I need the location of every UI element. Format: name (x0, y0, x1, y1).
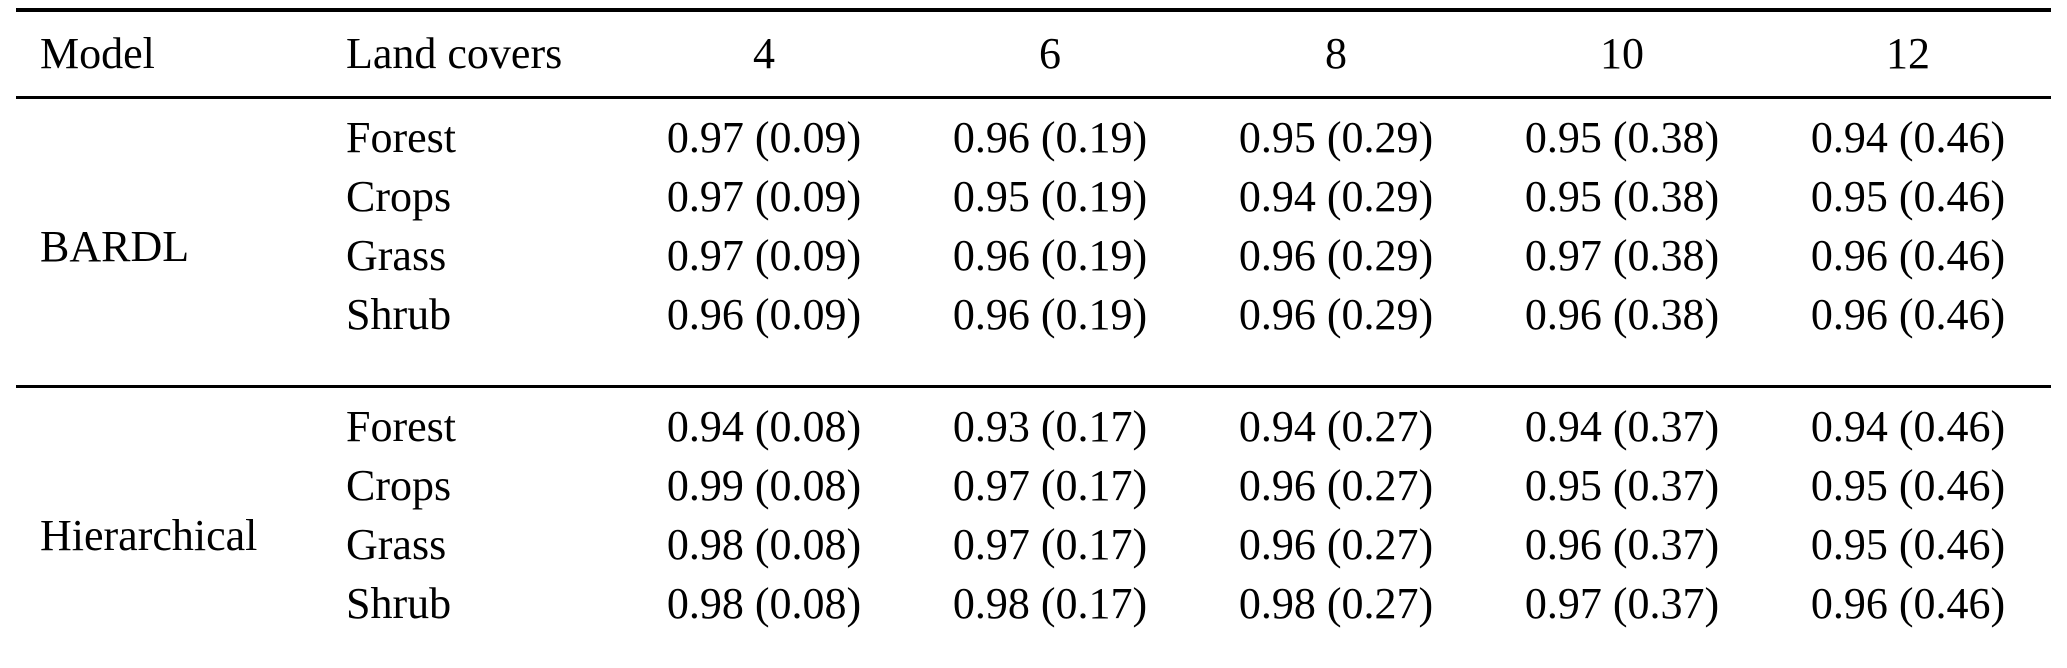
land-cover-cell: Shrub (346, 289, 452, 339)
value-cell: 0.98 (0.08) (666, 519, 862, 569)
value-cell: 0.96 (0.09) (666, 289, 862, 339)
header-cell-6: 6 (1039, 29, 1061, 78)
value-cell: 0.95 (0.46) (1810, 171, 2006, 221)
value-cell: 0.95 (0.38) (1524, 112, 1720, 162)
value-cell: 0.94 (0.27) (1238, 401, 1434, 451)
header-cell-land-covers: Land covers (346, 29, 563, 78)
section-hierarchical: Hierarchical Forest 0.94 (0.08) 0.93 (0.… (16, 387, 2051, 668)
value-cell: 0.95 (0.46) (1810, 460, 2006, 510)
value-cell: 0.94 (0.46) (1810, 112, 2006, 162)
value-cell: 0.96 (0.29) (1238, 289, 1434, 339)
table-row: Hierarchical Forest 0.94 (0.08) 0.93 (0.… (16, 387, 2051, 557)
header-row: Model Land covers 4 6 8 10 12 (16, 10, 2051, 98)
section-bardl: BARDL Forest 0.97 (0.09) 0.96 (0.19) 0.9… (16, 98, 2051, 387)
land-cover-cell: Forest (346, 112, 456, 162)
value-cell: 0.97 (0.37) (1524, 578, 1720, 628)
table-row: Crops 0.97 (0.09) 0.95 (0.19) 0.94 (0.29… (16, 167, 2051, 226)
table-row: Shrub 0.98 (0.08) 0.98 (0.17) 0.98 (0.27… (16, 574, 2051, 668)
value-cell: 0.96 (0.46) (1810, 289, 2006, 339)
value-cell: 0.96 (0.19) (952, 289, 1148, 339)
value-cell: 0.96 (0.19) (952, 112, 1148, 162)
table-row: Crops 0.99 (0.08) 0.97 (0.17) 0.96 (0.27… (16, 456, 2051, 515)
value-cell: 0.99 (0.08) (666, 460, 862, 510)
land-cover-cell: Crops (346, 460, 452, 510)
value-cell: 0.96 (0.29) (1238, 230, 1434, 280)
value-cell: 0.97 (0.09) (666, 171, 862, 221)
value-cell: 0.95 (0.38) (1524, 171, 1720, 221)
value-cell: 0.97 (0.09) (666, 230, 862, 280)
results-table: Model Land covers 4 6 8 10 12 BARDL Fore… (16, 8, 2051, 668)
value-cell: 0.93 (0.17) (952, 401, 1148, 451)
table-header: Model Land covers 4 6 8 10 12 (16, 10, 2051, 98)
header-cell-model: Model (40, 29, 155, 78)
value-cell: 0.97 (0.38) (1524, 230, 1720, 280)
model-label-hierarchical: Hierarchical (40, 510, 258, 560)
value-cell: 0.94 (0.37) (1524, 401, 1720, 451)
land-cover-cell: Grass (346, 519, 447, 569)
value-cell: 0.96 (0.46) (1810, 230, 2006, 280)
value-cell: 0.98 (0.17) (952, 578, 1148, 628)
value-cell: 0.98 (0.08) (666, 578, 862, 628)
table-row: Shrub 0.96 (0.09) 0.96 (0.19) 0.96 (0.29… (16, 285, 2051, 387)
land-cover-cell: Crops (346, 171, 452, 221)
value-cell: 0.97 (0.09) (666, 112, 862, 162)
land-cover-cell: Grass (346, 230, 447, 280)
value-cell: 0.95 (0.37) (1524, 460, 1720, 510)
value-cell: 0.96 (0.27) (1238, 460, 1434, 510)
value-cell: 0.94 (0.08) (666, 401, 862, 451)
header-cell-12: 12 (1886, 29, 1930, 78)
value-cell: 0.96 (0.46) (1810, 578, 2006, 628)
model-label-bardl: BARDL (40, 221, 190, 271)
value-cell: 0.96 (0.27) (1238, 519, 1434, 569)
value-cell: 0.96 (0.37) (1524, 519, 1720, 569)
value-cell: 0.98 (0.27) (1238, 578, 1434, 628)
land-cover-cell: Forest (346, 401, 456, 451)
value-cell: 0.96 (0.38) (1524, 289, 1720, 339)
value-cell: 0.95 (0.29) (1238, 112, 1434, 162)
value-cell: 0.94 (0.46) (1810, 401, 2006, 451)
header-cell-8: 8 (1325, 29, 1347, 78)
land-cover-cell: Shrub (346, 578, 452, 628)
value-cell: 0.97 (0.17) (952, 519, 1148, 569)
table-row: Grass 0.98 (0.08) 0.97 (0.17) 0.96 (0.27… (16, 515, 2051, 574)
header-cell-10: 10 (1600, 29, 1644, 78)
value-cell: 0.94 (0.29) (1238, 171, 1434, 221)
value-cell: 0.95 (0.46) (1810, 519, 2006, 569)
header-cell-4: 4 (753, 29, 775, 78)
value-cell: 0.96 (0.19) (952, 230, 1148, 280)
value-cell: 0.97 (0.17) (952, 460, 1148, 510)
value-cell: 0.95 (0.19) (952, 171, 1148, 221)
table-row: Grass 0.97 (0.09) 0.96 (0.19) 0.96 (0.29… (16, 226, 2051, 285)
table-row: BARDL Forest 0.97 (0.09) 0.96 (0.19) 0.9… (16, 98, 2051, 268)
